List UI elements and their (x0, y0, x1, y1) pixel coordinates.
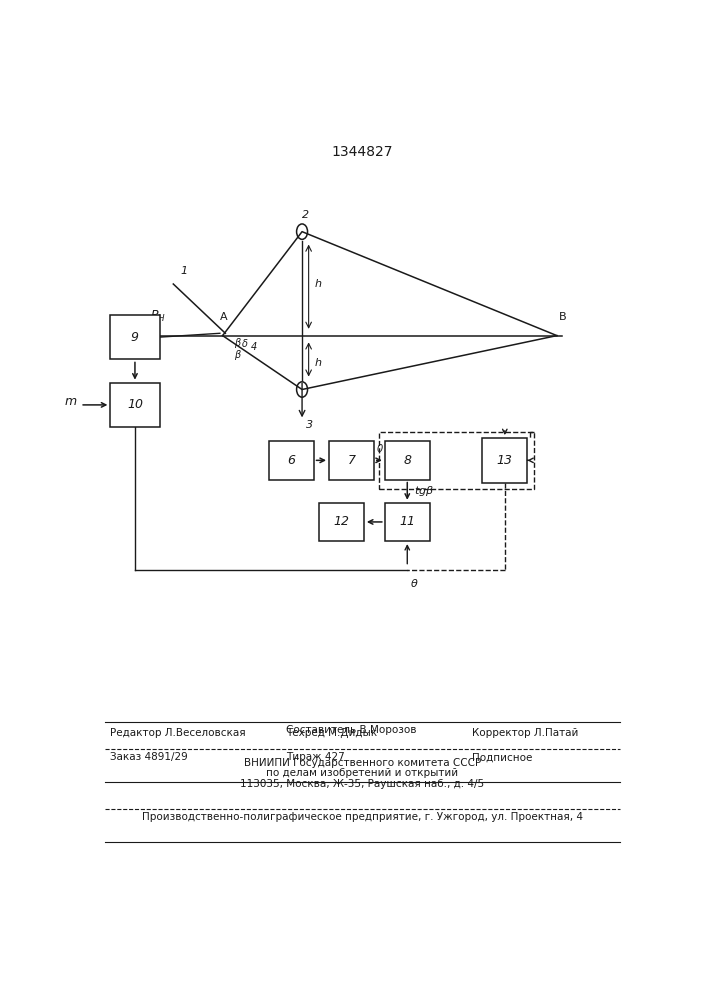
Text: 1: 1 (181, 266, 188, 276)
Text: 13: 13 (497, 454, 513, 467)
Text: $\delta$: $\delta$ (241, 337, 248, 349)
Text: ВНИИПИ Государственного комитета СССР: ВНИИПИ Государственного комитета СССР (244, 758, 481, 768)
Text: $\beta$: $\beta$ (234, 348, 242, 362)
FancyBboxPatch shape (110, 315, 160, 359)
FancyBboxPatch shape (269, 441, 314, 480)
FancyBboxPatch shape (329, 441, 374, 480)
Text: 9: 9 (131, 331, 139, 344)
Text: $\beta$: $\beta$ (234, 336, 242, 350)
FancyBboxPatch shape (385, 441, 430, 480)
Text: Техред М.Дидык: Техред М.Дидык (286, 728, 377, 738)
Text: h: h (314, 279, 321, 289)
Text: A: A (220, 312, 228, 322)
Text: $tg\beta$: $tg\beta$ (414, 484, 434, 498)
Text: Редактор Л.Веселовская: Редактор Л.Веселовская (110, 728, 246, 738)
Text: Заказ 4891/29: Заказ 4891/29 (110, 752, 188, 762)
Text: 10: 10 (127, 398, 143, 411)
Text: Корректор Л.Патай: Корректор Л.Патай (472, 728, 578, 738)
Text: 6: 6 (287, 454, 295, 467)
Text: по делам изобретений и открытий: по делам изобретений и открытий (267, 768, 458, 778)
Text: 8: 8 (403, 454, 411, 467)
Text: h: h (314, 358, 321, 368)
Text: 12: 12 (334, 515, 349, 528)
Text: Производственно-полиграфическое предприятие, г. Ужгород, ул. Проектная, 4: Производственно-полиграфическое предприя… (142, 812, 583, 822)
Text: Подписное: Подписное (472, 752, 532, 762)
Text: 2: 2 (302, 210, 309, 220)
FancyBboxPatch shape (319, 503, 364, 541)
Text: 7: 7 (347, 454, 356, 467)
Text: m: m (64, 395, 76, 408)
Text: 11: 11 (399, 515, 415, 528)
FancyBboxPatch shape (482, 438, 527, 483)
Text: $\theta$: $\theta$ (410, 577, 419, 589)
Text: $P_H$: $P_H$ (150, 309, 166, 324)
Text: Тираж 427: Тираж 427 (286, 752, 344, 762)
FancyBboxPatch shape (385, 503, 430, 541)
Text: B: B (559, 312, 566, 322)
Text: 0: 0 (376, 444, 382, 454)
Text: 4: 4 (251, 342, 257, 352)
Text: Составитель В.Морозов: Составитель В.Морозов (286, 725, 416, 735)
FancyBboxPatch shape (110, 383, 160, 427)
Text: 1344827: 1344827 (332, 145, 393, 159)
Text: 3: 3 (306, 420, 314, 430)
Text: 113035, Москва, Ж-35, Раушская наб., д. 4/5: 113035, Москва, Ж-35, Раушская наб., д. … (240, 779, 484, 789)
